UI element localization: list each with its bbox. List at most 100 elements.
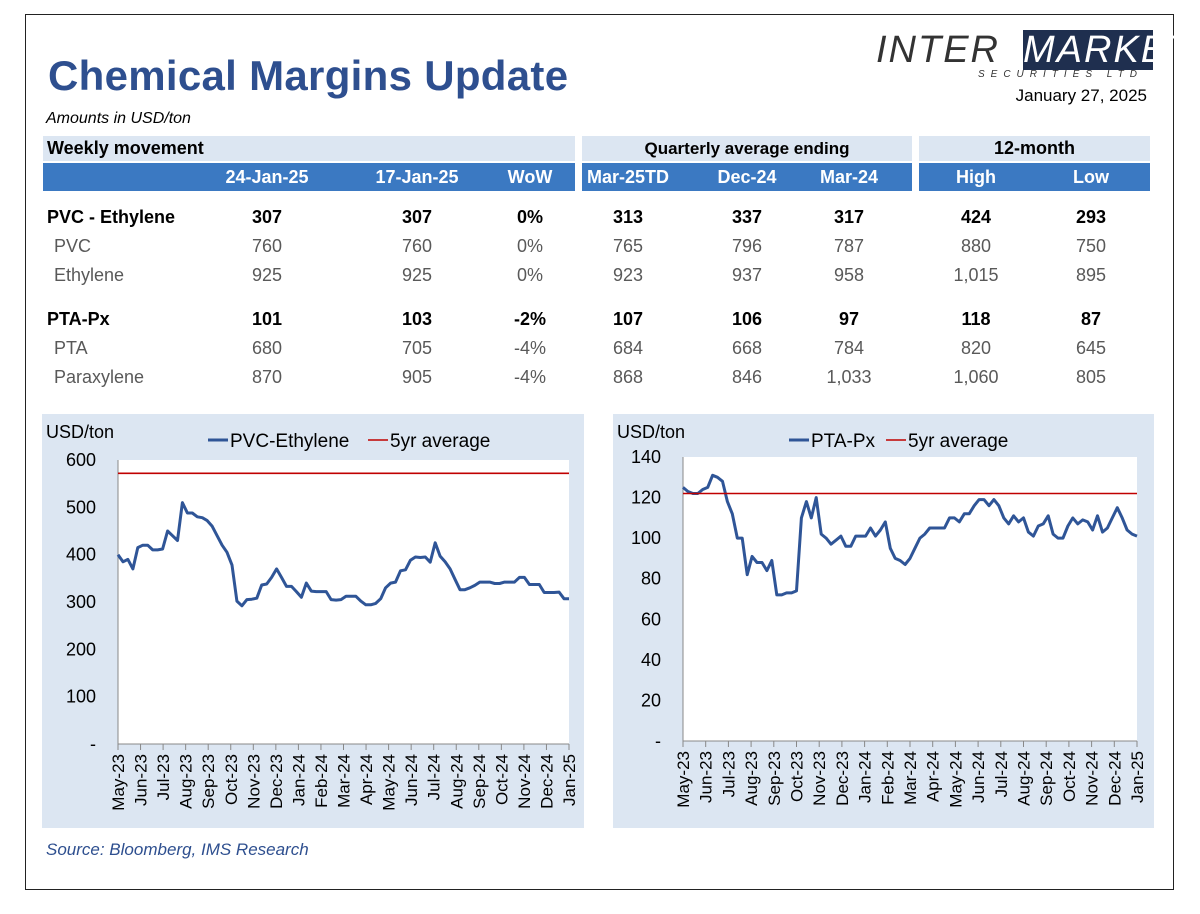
row-label: PVC	[54, 236, 92, 256]
x-tick-label: Nov-23	[810, 751, 829, 806]
source-note: Source: Bloomberg, IMS Research	[46, 840, 309, 859]
table-cell: -2%	[513, 309, 546, 329]
x-tick-label: Feb-24	[878, 751, 897, 805]
x-tick-label: Nov-24	[515, 754, 534, 809]
table-cell: 313	[612, 207, 644, 227]
table-cell: 0%	[516, 207, 543, 227]
y-tick-label: -	[655, 731, 661, 751]
x-tick-label: Oct-23	[788, 751, 807, 802]
y-tick-label: 20	[641, 690, 661, 710]
table-cell: 923	[612, 265, 644, 285]
x-tick-label: Jan-25	[1128, 751, 1147, 803]
logo-market: MARKET	[1023, 29, 1194, 71]
table-cell: -4%	[513, 367, 546, 387]
logo-inter: INTER	[876, 29, 1000, 71]
x-tick-label: Sep-23	[199, 754, 218, 809]
y-tick-label: 100	[631, 528, 661, 548]
table-cell: 118	[961, 309, 991, 329]
section-12-month: 12-month	[919, 136, 1150, 161]
x-tick-label: May-23	[674, 751, 693, 808]
series-line-pvc-ethylene	[116, 501, 569, 608]
table-cell: 784	[833, 338, 865, 358]
units-note: Amounts in USD/ton	[46, 110, 191, 127]
table-cell: 307	[401, 207, 433, 227]
y-tick-label: 40	[641, 650, 661, 670]
legend-label: PVC-Ethylene	[230, 431, 349, 452]
x-tick-label: May-24	[946, 751, 965, 808]
x-tick-label: Jul-24	[992, 751, 1011, 797]
x-tick-label: Dec-24	[537, 754, 556, 809]
table-cell: 1,060	[953, 367, 999, 387]
page-title: Chemical Margins Update	[48, 52, 569, 99]
x-tick-label: Oct-23	[222, 754, 241, 805]
table-cell: 106	[731, 309, 763, 329]
table-cell: 107	[612, 309, 644, 329]
table-cell: 101	[251, 309, 283, 329]
x-tick-label: Jan-24	[289, 754, 308, 806]
table-cell: 87	[1080, 309, 1102, 329]
table-cell: 705	[401, 338, 433, 358]
x-tick-label: Aug-24	[447, 754, 466, 809]
table-cell: 937	[731, 265, 763, 285]
table-cell: 645	[1075, 338, 1107, 358]
table-cell: 293	[1075, 207, 1107, 227]
table-cell: 307	[251, 207, 283, 227]
header-bar-quarterly	[582, 163, 912, 191]
x-tick-label: May-24	[380, 754, 399, 811]
y-tick-label: 300	[66, 592, 96, 612]
table-cell: 796	[731, 236, 763, 256]
legend-label: 5yr average	[390, 431, 490, 452]
x-tick-label: Jun-23	[697, 751, 716, 803]
table-cell: 684	[612, 338, 644, 358]
row-label: Paraxylene	[54, 367, 145, 387]
x-tick-label: Aug-23	[742, 751, 761, 806]
table-cell: 668	[731, 338, 763, 358]
x-tick-label: Sep-24	[1037, 751, 1056, 806]
table-cell: 820	[960, 338, 992, 358]
x-tick-label: Aug-24	[1015, 751, 1034, 806]
row-label: PVC - Ethylene	[47, 207, 176, 227]
logo-subtitle: SECURITIES LTD	[978, 69, 1143, 80]
table-cell: 760	[401, 236, 433, 256]
table-cell: 0%	[516, 265, 543, 285]
x-tick-label: Oct-24	[1060, 751, 1079, 802]
table-cell: 750	[1075, 236, 1107, 256]
y-tick-label: 600	[66, 450, 96, 470]
table-cell: 868	[612, 367, 644, 387]
y-tick-label: 100	[66, 687, 96, 707]
y-tick-label: 120	[631, 488, 661, 508]
x-tick-label: Jun-24	[402, 754, 421, 806]
x-tick-label: Jul-24	[425, 754, 444, 800]
table-cell: 760	[251, 236, 283, 256]
table-cell: 680	[251, 338, 283, 358]
column-header: 24-Jan-25	[225, 167, 309, 187]
x-tick-label: May-23	[109, 754, 128, 811]
table-cell: -4%	[513, 338, 546, 358]
table-cell: 787	[833, 236, 865, 256]
table-cell: 958	[833, 265, 865, 285]
x-tick-label: Nov-23	[244, 754, 263, 809]
table-cell: 870	[251, 367, 283, 387]
column-header: 17-Jan-25	[375, 167, 459, 187]
pvc-ethylene-chart-panel: USD/ton -100 200 300 400 500 600 May-23 Jun-23 Ju…	[42, 414, 584, 828]
x-tick-label: Jul-23	[154, 754, 173, 800]
table-cell: 337	[731, 207, 763, 227]
x-tick-label: Jun-24	[969, 751, 988, 803]
x-tick-label: Jan-24	[856, 751, 875, 803]
row-label: PTA	[54, 338, 88, 358]
column-header: Dec-24	[717, 167, 777, 187]
x-tick-label: Aug-23	[177, 754, 196, 809]
y-tick-label: 200	[66, 639, 96, 659]
x-tick-label: Oct-24	[492, 754, 511, 805]
column-header: High	[956, 167, 996, 187]
x-tick-label: Mar-24	[335, 754, 354, 808]
section-quarterly: Quarterly average ending	[582, 136, 912, 161]
y-tick-label: 400	[66, 545, 96, 565]
x-tick-label: Jul-23	[719, 751, 738, 797]
legend-label: PTA-Px	[811, 431, 876, 452]
series-line-pta-px	[682, 473, 1138, 597]
header-bar-12m	[919, 163, 1150, 191]
table-cell: 905	[401, 367, 433, 387]
